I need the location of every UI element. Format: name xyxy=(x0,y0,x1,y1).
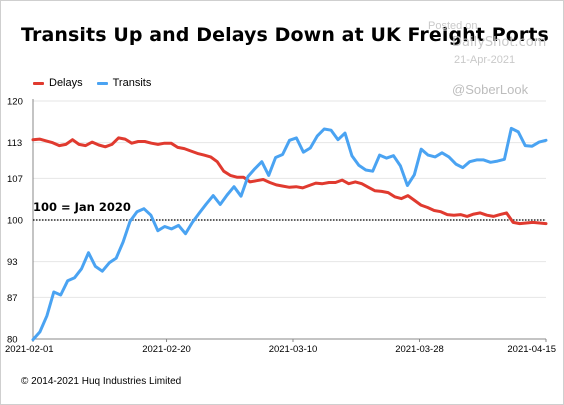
watermark-site: DailyShot.com xyxy=(452,35,547,50)
legend-label-delays: Delays xyxy=(49,77,83,89)
y-tick-label: 80 xyxy=(7,335,18,346)
x-tick-label: 2021-04-15 xyxy=(507,344,556,355)
series-line-transits xyxy=(31,126,548,342)
series-line-delays xyxy=(31,136,548,226)
legend-swatch-delays xyxy=(33,81,44,85)
legend-item-delays: Delays xyxy=(33,77,83,89)
chart-legend: Delays Transits xyxy=(33,77,165,89)
x-tick-label: 2021-03-28 xyxy=(395,344,444,355)
x-tick-label: 2021-03-10 xyxy=(269,344,318,355)
chart-title: Transits Up and Delays Down at UK Freigh… xyxy=(21,24,549,46)
watermark-date: 21-Apr-2021 xyxy=(454,54,516,66)
x-tick-label: 2021-02-20 xyxy=(142,344,191,355)
reference-line-label: 100 = Jan 2020 xyxy=(33,200,131,214)
legend-swatch-transits xyxy=(96,81,108,85)
legend-label-transits: Transits xyxy=(112,77,152,89)
watermark-posted: Posted on xyxy=(428,20,478,32)
y-tick-label: 120 xyxy=(7,97,23,108)
y-tick-label: 107 xyxy=(7,174,23,185)
y-tick-label: 93 xyxy=(7,257,18,268)
watermark-handle: @SoberLook xyxy=(452,82,529,97)
copyright-note: © 2014-2021 Huq Industries Limited xyxy=(21,376,182,387)
x-tick-label: 2021-02-01 xyxy=(5,344,54,355)
y-tick-label: 113 xyxy=(7,138,22,149)
legend-item-transits: Transits xyxy=(96,77,152,89)
y-tick-label: 100 xyxy=(7,216,23,227)
y-tick-label: 87 xyxy=(7,293,18,304)
